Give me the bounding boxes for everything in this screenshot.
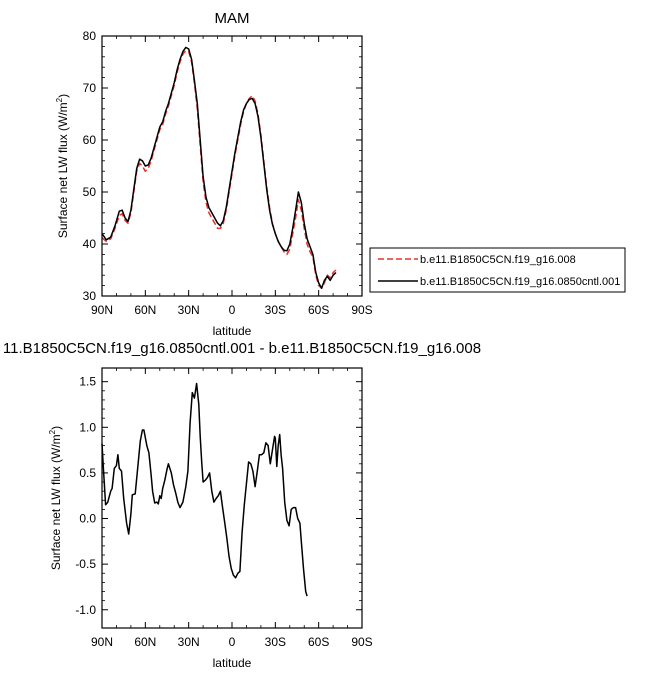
legend-label-series-1: b.e11.B1850C5CN.f19_g16.008: [420, 254, 576, 266]
top-x-tick-label: 90N: [91, 303, 113, 317]
top-x-tick-label: 30S: [265, 303, 286, 317]
top-chart-title: MAM: [215, 10, 250, 27]
bottom-x-tick-labels: 90N 60N 30N 0 30S 60S 90S: [91, 635, 373, 649]
bottom-chart-title: 11.B1850C5CN.f19_g16.0850cntl.001 - b.e1…: [3, 340, 481, 357]
bottom-y-tick-label: 1.0: [79, 420, 96, 434]
bottom-x-tick-label: 30S: [265, 635, 286, 649]
top-y-tick-label: 60: [83, 133, 97, 147]
bottom-tick-marks: [101, 368, 363, 628]
bottom-y-tick-label: -1.0: [75, 603, 96, 617]
bottom-y-tick-label: 1.5: [79, 375, 96, 389]
top-x-tick-label: 60S: [308, 303, 329, 317]
bottom-x-tick-label: 0: [229, 635, 236, 649]
top-y-axis-label-close: ): [56, 94, 70, 98]
top-y-tick-label: 50: [83, 185, 97, 199]
bottom-y-tick-label: 0.0: [79, 512, 96, 526]
top-series-lines: [101, 46, 337, 289]
top-x-axis-label: latitude: [213, 324, 252, 338]
top-y-axis-label-sup: 2: [55, 97, 64, 102]
top-plot-frame: [101, 35, 363, 297]
top-legend: b.e11.B1850C5CN.f19_g16.008 b.e11.B1850C…: [369, 247, 626, 293]
legend-box: [369, 247, 626, 293]
top-series-line-2: [101, 46, 337, 289]
legend-label-series-2: b.e11.B1850C5CN.f19_g16.0850cntl.001: [420, 276, 620, 288]
top-y-tick-label: 70: [83, 81, 97, 95]
bottom-plot-frame: [101, 367, 363, 629]
top-x-tick-label: 90S: [351, 303, 372, 317]
bottom-y-axis-label-sup: 2: [48, 429, 57, 434]
bottom-y-tick-labels: -1.0 -0.5 0.0 0.5 1.0 1.5: [75, 375, 96, 617]
bottom-y-axis-label-close: ): [49, 426, 63, 430]
bottom-series-line-1: [101, 382, 308, 597]
top-x-tick-label: 60N: [134, 303, 156, 317]
top-series-line-1: [101, 49, 337, 289]
bottom-y-axis-label-main: Surface net LW flux (W/m: [49, 434, 63, 570]
top-x-tick-labels: 90N 60N 30N 0 30S 60S 90S: [91, 303, 373, 317]
bottom-x-tick-label: 30N: [178, 635, 200, 649]
top-x-tick-label: 0: [229, 303, 236, 317]
bottom-y-tick-label: 0.5: [79, 466, 96, 480]
top-tick-marks: [101, 35, 363, 297]
bottom-y-tick-label: -0.5: [75, 557, 96, 571]
top-y-axis-label: Surface net LW flux (W/m2): [55, 94, 70, 238]
bottom-series-lines: [101, 382, 308, 597]
bottom-panel: 11.B1850C5CN.f19_g16.0850cntl.001 - b.e1…: [3, 340, 481, 670]
bottom-x-axis-label: latitude: [213, 656, 252, 670]
top-y-tick-label: 30: [83, 289, 97, 303]
top-y-tick-label: 80: [83, 29, 97, 43]
top-y-tick-labels: 30 40 50 60 70 80: [83, 29, 97, 303]
bottom-x-tick-label: 90N: [91, 635, 113, 649]
bottom-x-tick-label: 60N: [134, 635, 156, 649]
bottom-y-axis-label: Surface net LW flux (W/m2): [48, 426, 63, 570]
bottom-x-tick-label: 60S: [308, 635, 329, 649]
top-panel: MAM 30 40 50 60 70 80 90N 60N 30N 0 30S 60S 90S lat…: [55, 10, 626, 338]
top-y-axis-label-main: Surface net LW flux (W/m: [56, 102, 70, 238]
top-y-tick-label: 40: [83, 237, 97, 251]
bottom-x-tick-label: 90S: [351, 635, 372, 649]
top-x-tick-label: 30N: [178, 303, 200, 317]
